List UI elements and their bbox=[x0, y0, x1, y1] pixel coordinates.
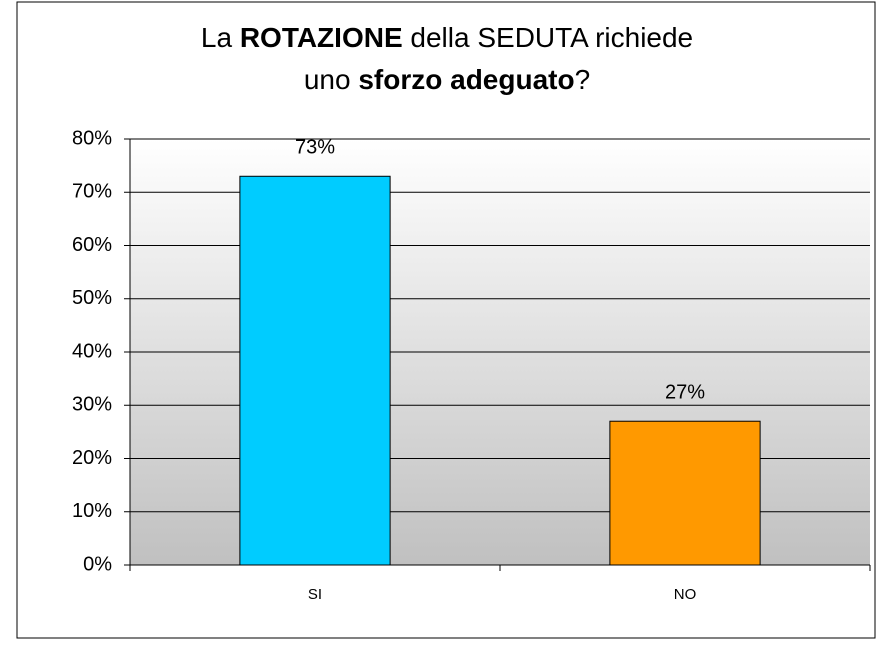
x-tick-label: NO bbox=[674, 586, 697, 603]
y-tick-label: 60% bbox=[72, 234, 112, 256]
value-label: 73% bbox=[295, 137, 335, 159]
y-tick-label: 30% bbox=[72, 394, 112, 416]
title-line: uno sforzo adeguato? bbox=[304, 64, 590, 95]
title-run: uno bbox=[304, 64, 359, 95]
x-tick-label: SI bbox=[308, 586, 322, 603]
bar bbox=[609, 420, 761, 566]
title-run: della SEDUTA richiede bbox=[403, 22, 694, 53]
chart-title: La ROTAZIONE della SEDUTA richiede uno sf… bbox=[201, 22, 693, 95]
value-label: 27% bbox=[665, 382, 705, 404]
y-tick-label: 10% bbox=[72, 500, 112, 522]
y-tick-label: 40% bbox=[72, 340, 112, 362]
title-run: La bbox=[201, 22, 240, 53]
title-line: La ROTAZIONE della SEDUTA richiede bbox=[201, 22, 693, 53]
y-tick-label: 80% bbox=[72, 127, 112, 149]
y-tick-label: 0% bbox=[83, 553, 112, 575]
bar bbox=[239, 175, 391, 566]
title-run: sforzo adeguato bbox=[358, 64, 574, 95]
y-tick-label: 50% bbox=[72, 287, 112, 309]
y-tick-label: 20% bbox=[72, 447, 112, 469]
title-run: ROTAZIONE bbox=[240, 22, 403, 53]
y-tick-label: 70% bbox=[72, 181, 112, 203]
title-run: ? bbox=[575, 64, 591, 95]
